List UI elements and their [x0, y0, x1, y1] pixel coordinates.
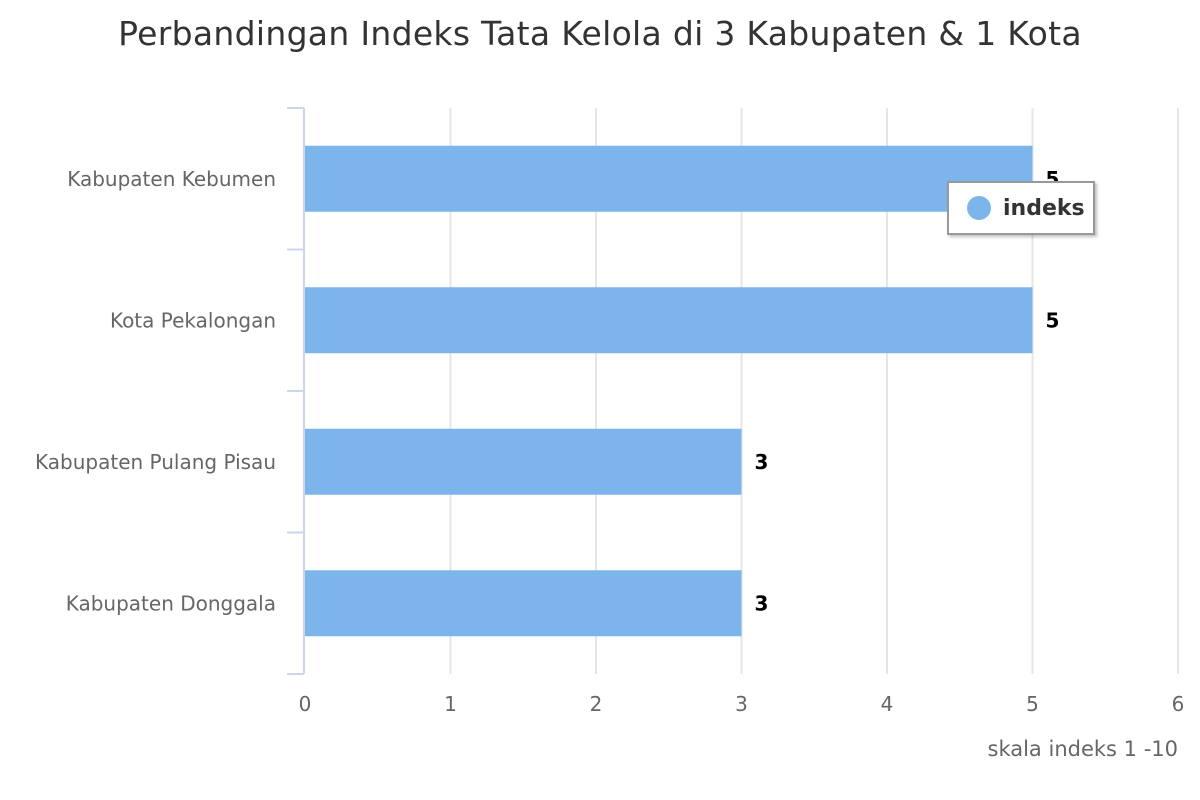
legend-swatch-icon [967, 196, 991, 220]
category-label: Kabupaten Kebumen [67, 167, 276, 191]
legend-item-label: indeks [1003, 195, 1085, 221]
x-tick-label: 5 [1026, 692, 1039, 716]
bars [305, 145, 1033, 637]
x-tick-label: 4 [881, 692, 894, 716]
bar[interactable] [305, 570, 742, 637]
x-axis-title: skala indeks 1 -10 [988, 737, 1179, 761]
x-tick-label: 0 [299, 692, 312, 716]
data-label: 5 [1046, 308, 1060, 332]
bar[interactable] [305, 428, 742, 495]
category-label: Kabupaten Donggala [66, 591, 276, 615]
x-tick-label: 1 [444, 692, 457, 716]
category-label: Kota Pekalongan [110, 308, 276, 332]
category-axis [287, 107, 305, 675]
x-tick-label: 3 [735, 692, 748, 716]
data-label: 3 [755, 591, 769, 615]
legend[interactable]: indeks [947, 181, 1095, 235]
x-tick-label: 6 [1172, 692, 1185, 716]
bar[interactable] [305, 287, 1033, 354]
x-tick-label: 2 [590, 692, 603, 716]
labels: 0 1 2 3 4 5 6 Kabupaten Kebumen 5 Kota Pekalongan… [35, 167, 1184, 716]
category-label: Kabupaten Pulang Pisau [35, 450, 276, 474]
data-label: 3 [755, 450, 769, 474]
chart-title: Perbandingan Indeks Tata Kelola di 3 Kab… [118, 14, 1082, 53]
bar[interactable] [305, 145, 1033, 212]
